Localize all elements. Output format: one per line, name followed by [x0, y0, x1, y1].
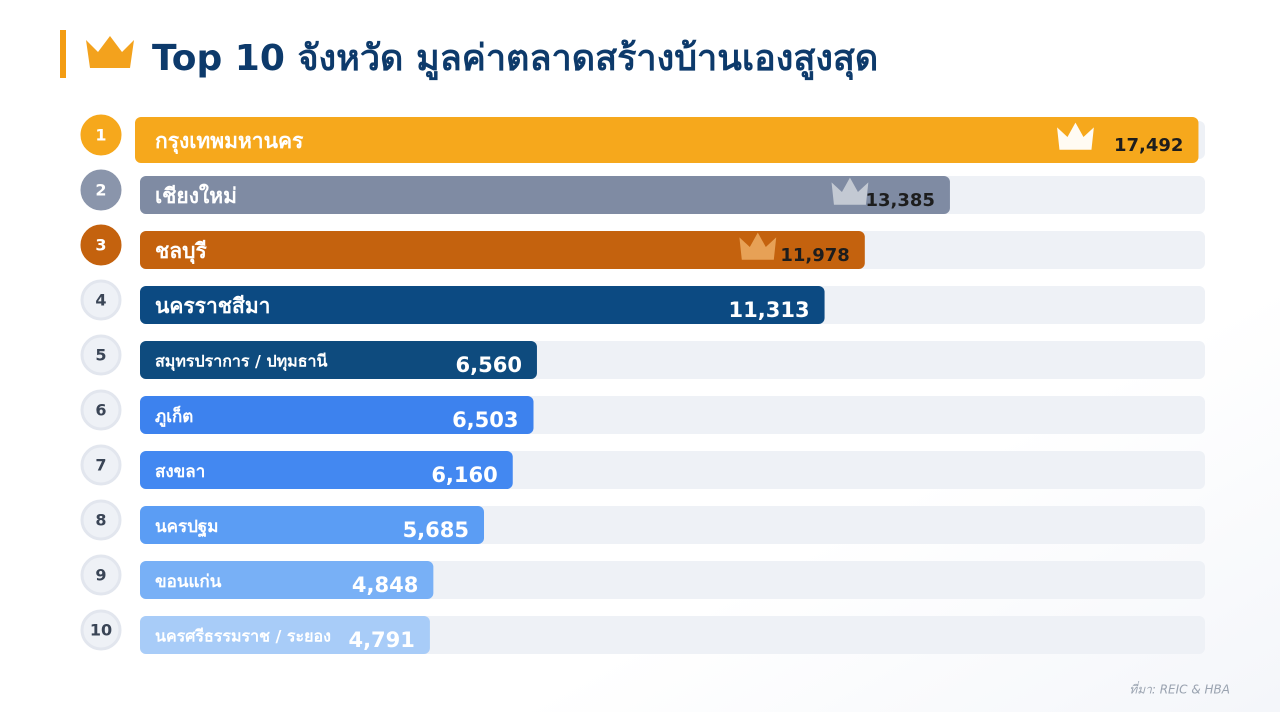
bar: [140, 616, 430, 654]
category-label: ขอนแก่น: [155, 572, 222, 592]
rank-badge: [80, 609, 122, 651]
bar: [140, 396, 534, 434]
value-label: 4,791: [348, 628, 414, 652]
source-note: ที่มา: REIC & HBA: [1129, 681, 1230, 697]
bar: [140, 341, 537, 379]
category-label: สมุทรปราการ / ปทุมธานี: [155, 352, 327, 372]
rank-label: 8: [95, 511, 106, 530]
value-label: 11,978: [780, 245, 849, 266]
value-label: 17,492: [1114, 135, 1183, 156]
rank-label: 4: [95, 291, 106, 310]
rank-badge: [80, 389, 122, 431]
bar: [140, 231, 865, 269]
rank-label: 10: [90, 621, 112, 640]
category-label: ภูเก็ต: [155, 404, 193, 428]
rank-badge: [77, 221, 125, 269]
value-label: 5,685: [403, 518, 469, 542]
rank-badge: [80, 554, 122, 596]
value-label: 13,385: [865, 190, 934, 211]
rank-label: 5: [95, 346, 106, 365]
bar: [140, 451, 513, 489]
crown-icon: [739, 232, 777, 260]
value-label: 6,503: [452, 408, 518, 432]
rank-label: 3: [95, 236, 106, 255]
rank-label: 2: [95, 181, 106, 200]
title-crown: [86, 36, 134, 68]
bar: [135, 117, 1199, 163]
bar: [140, 286, 825, 324]
bar: [140, 561, 434, 599]
rank-badge: [77, 111, 125, 159]
bar: [140, 506, 485, 544]
rank-label: 9: [95, 566, 106, 585]
value-label: 11,313: [729, 298, 810, 322]
rank-label: 1: [95, 126, 106, 145]
category-label: เชียงใหม่: [155, 183, 237, 208]
category-label: นครศรีธรรมราช / ระยอง: [155, 627, 331, 646]
rank-badge: [80, 444, 122, 486]
rank-badge: [77, 166, 125, 214]
value-label: 6,560: [456, 353, 522, 377]
category-label: กรุงเทพมหานคร: [155, 129, 304, 155]
crown-icon: [1057, 122, 1094, 150]
value-label: 4,848: [352, 573, 418, 597]
value-label: 6,160: [431, 463, 497, 487]
category-label: ชลบุรี: [155, 239, 207, 265]
rank-label: 6: [95, 401, 106, 420]
rank-badge: [80, 279, 122, 321]
category-label: นครปฐม: [155, 517, 219, 538]
title-accent: [60, 30, 66, 78]
rank-badge: [80, 499, 122, 541]
category-label: สงขลา: [155, 462, 205, 482]
crown-icon: [831, 177, 869, 205]
chart-title: Top 10 จังหวัด มูลค่าตลาดสร้างบ้านเองสูง…: [152, 38, 878, 81]
category-label: นครราชสีมา: [155, 294, 270, 318]
rank-label: 7: [95, 456, 106, 475]
rank-badge: [80, 334, 122, 376]
bar: [140, 176, 950, 214]
